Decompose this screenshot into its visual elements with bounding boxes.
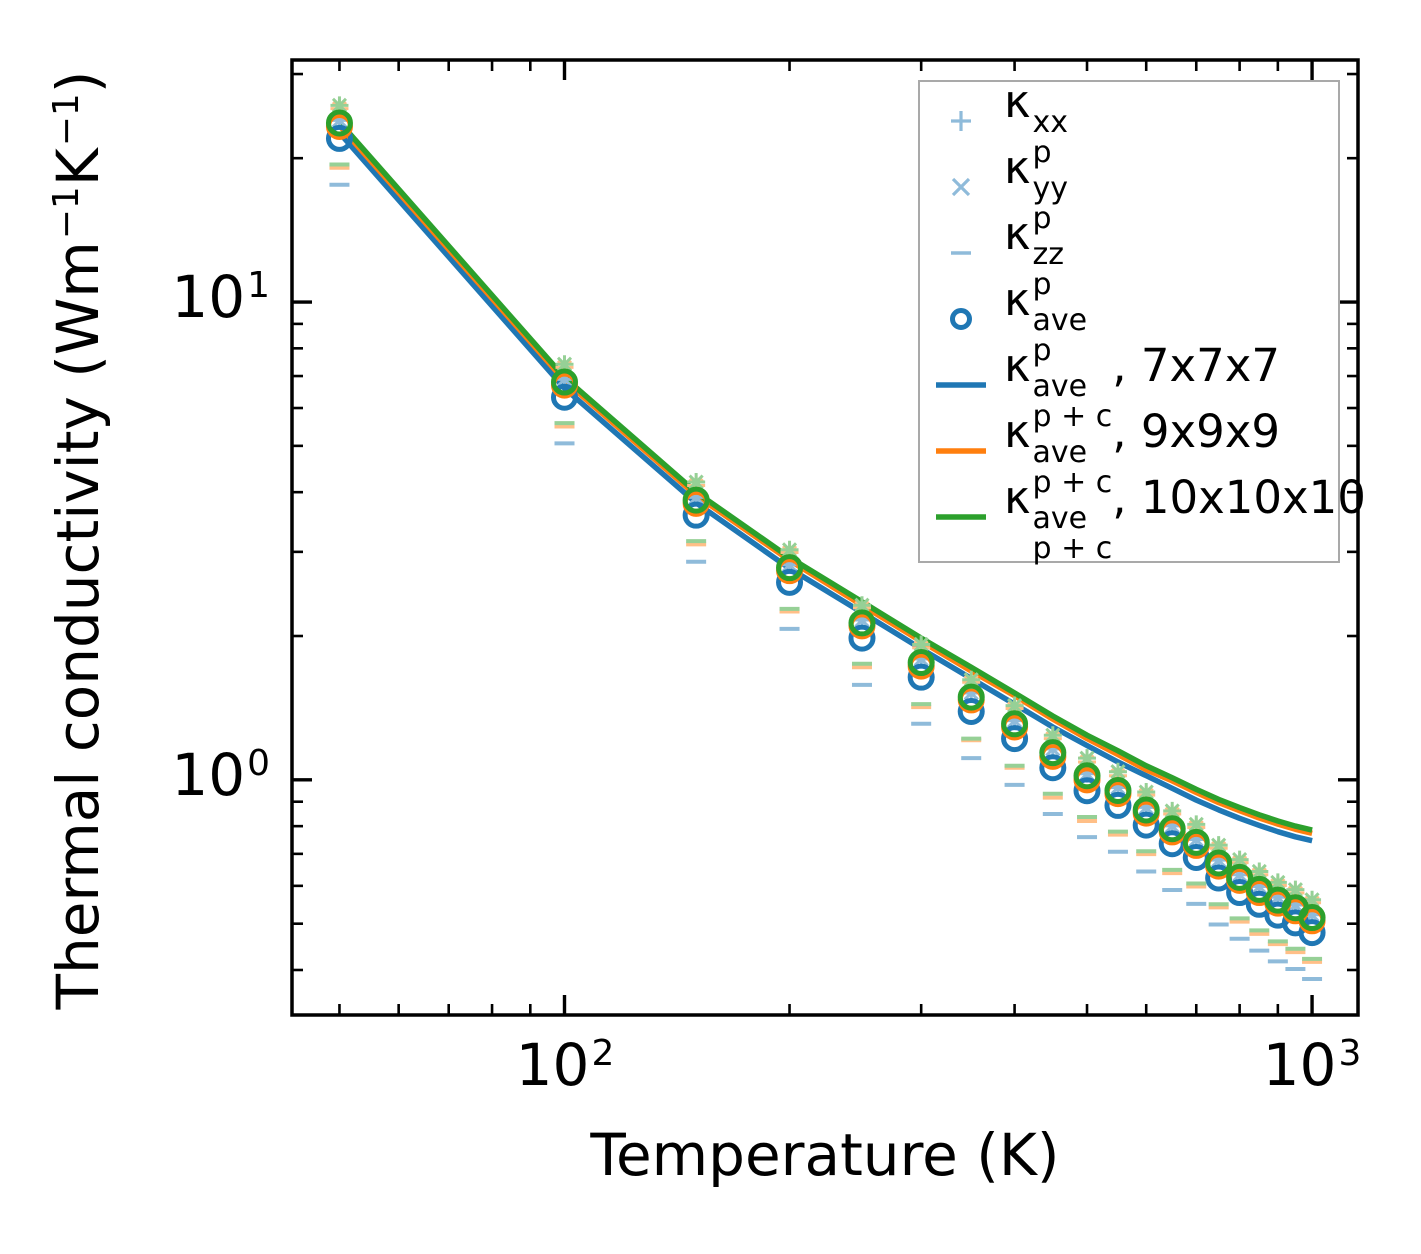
x-tick-label-100: 102 <box>515 1031 615 1099</box>
legend: κ xx p κ yy p κ zz p κ ave p κ ave p + c, 7x7x7 <box>918 75 1366 563</box>
y-tick-label-10: 101 <box>171 263 270 331</box>
legend-entry-label: κ ave p + c, 10x10x10 <box>1004 470 1366 566</box>
series-kappa_p_zz_10x10x10 <box>329 162 1323 961</box>
line-sample-icon <box>930 370 992 400</box>
y-axis-label: Thermal conductivity (Wm−1K−1) <box>44 8 115 1072</box>
legend-entry-kappa-p-ave: κ ave p <box>930 273 1338 365</box>
plot-spines <box>290 58 1360 1017</box>
legend-entry-label: κ ave p + c, 9x9x9 <box>1004 404 1281 500</box>
legend-entry-kappa-p-zz: κ zz p <box>930 207 1338 299</box>
y-axis-label-sup1: −1 <box>46 186 88 240</box>
legend-entry-label: κ ave p <box>1004 272 1088 368</box>
legend-entry-kappa-p-yy: κ yy p <box>930 141 1338 233</box>
x-marker-icon <box>930 172 992 202</box>
legend-entry-kappa-pc-7x7x7: κ ave p + c, 7x7x7 <box>930 339 1338 431</box>
x-axis-label: Temperature (K) <box>590 1121 1060 1189</box>
dash-marker-icon <box>930 238 992 268</box>
y-axis-label-mid: K <box>44 148 112 187</box>
axis-ticks <box>292 60 1358 1015</box>
legend-entry-label: κ zz p <box>1004 206 1065 302</box>
series-kappa_p_yy_10x10x10 <box>331 97 1320 908</box>
line-sample-icon <box>930 436 992 466</box>
y-axis-label-text: Thermal conductivity (Wm <box>44 241 112 1010</box>
legend-entry-label: κ ave p + c, 7x7x7 <box>1004 338 1281 434</box>
y-axis-label-sup2: −1 <box>46 93 88 147</box>
circle-marker-icon <box>930 304 992 334</box>
legend-entry-kappa-pc-9x9x9: κ ave p + c, 9x9x9 <box>930 405 1338 497</box>
line-sample-icon <box>930 502 992 532</box>
y-axis-label-post: ) <box>44 70 112 94</box>
x-tick-label-1000: 103 <box>1262 1031 1362 1099</box>
legend-entry-label: κ yy p <box>1004 140 1069 236</box>
legend-entry-kappa-p-xx: κ xx p <box>930 75 1338 167</box>
legend-entry-kappa-pc-10x10x10: κ ave p + c, 10x10x10 <box>930 471 1366 563</box>
plus-marker-icon <box>930 106 992 136</box>
y-tick-label-1: 100 <box>171 741 270 809</box>
legend-entry-label: κ xx p <box>1004 74 1069 170</box>
series-kappa_p_ave_10x10x10 <box>325 109 1326 932</box>
series-kappa_p_ave_7x7x7 <box>325 124 1326 947</box>
series-kappa_p_zz_7x7x7 <box>329 182 1323 981</box>
